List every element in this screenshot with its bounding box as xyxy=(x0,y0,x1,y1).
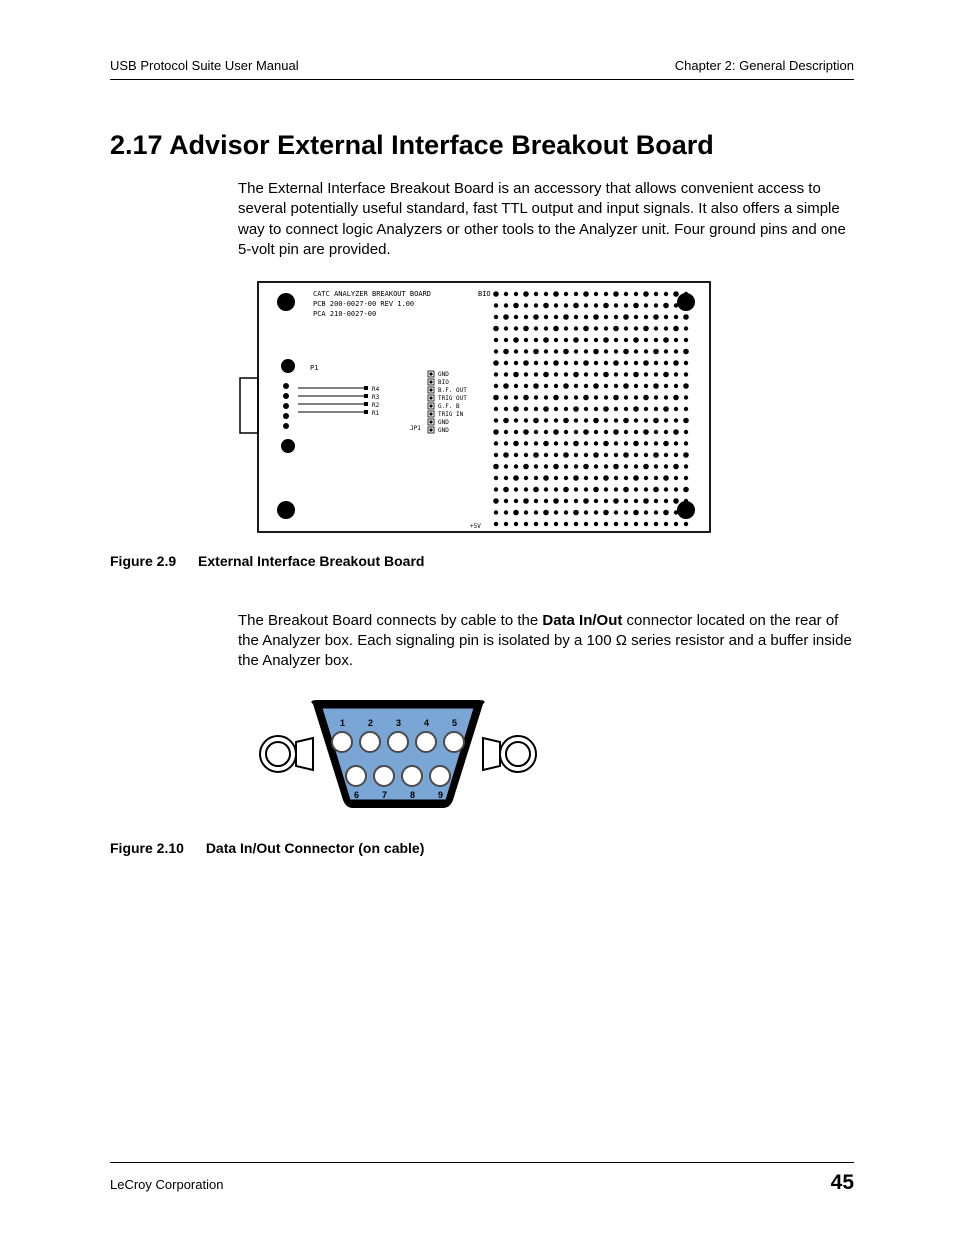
footer-rule xyxy=(110,1162,854,1163)
svg-text:JP1: JP1 xyxy=(410,425,421,432)
document-page: USB Protocol Suite User Manual Chapter 2… xyxy=(0,0,954,1235)
figure-2-number: Figure 2.10 xyxy=(110,840,184,856)
svg-text:1: 1 xyxy=(340,718,345,728)
section-title-text: Advisor External Interface Breakout Boar… xyxy=(169,130,714,160)
svg-text:R4: R4 xyxy=(372,386,380,393)
svg-text:4: 4 xyxy=(424,718,429,728)
header-left: USB Protocol Suite User Manual xyxy=(110,58,299,73)
svg-text:2: 2 xyxy=(368,718,373,728)
svg-text:CATC ANALYZER BREAKOUT BOARD: CATC ANALYZER BREAKOUT BOARD xyxy=(313,290,431,298)
svg-text:TRIG IN: TRIG IN xyxy=(438,411,464,418)
svg-text:B.F. OUT: B.F. OUT xyxy=(438,387,467,394)
page-footer: LeCroy Corporation 45 xyxy=(110,1162,854,1195)
section-number: 2.17 xyxy=(110,130,163,160)
page-number: 45 xyxy=(831,1171,854,1195)
svg-text:BIO: BIO xyxy=(478,290,491,298)
db9-connector-diagram: 1 2 3 4 5 6 7 8 9 xyxy=(238,690,558,820)
svg-text:GND: GND xyxy=(438,427,449,434)
footer-left: LeCroy Corporation xyxy=(110,1177,223,1192)
svg-text:GND: GND xyxy=(438,371,449,378)
figure-2-caption: Figure 2.10 Data In/Out Connector (on ca… xyxy=(110,839,854,858)
paragraph-1: The External Interface Breakout Board is… xyxy=(238,179,854,260)
svg-text:TRIG OUT: TRIG OUT xyxy=(438,395,467,402)
svg-text:R1: R1 xyxy=(372,410,380,417)
svg-text:BIO: BIO xyxy=(438,379,449,386)
svg-text:5: 5 xyxy=(452,718,457,728)
svg-text:P1: P1 xyxy=(310,364,318,372)
svg-text:PCB 200-0027-00 REV 1.00: PCB 200-0027-00 REV 1.00 xyxy=(313,300,414,308)
svg-text:6: 6 xyxy=(354,790,359,800)
figure-1-caption: Figure 2.9 External Interface Breakout B… xyxy=(110,552,854,571)
header-right: Chapter 2: General Description xyxy=(675,58,854,73)
figure-breakout-board: CATC ANALYZER BREAKOUT BOARD PCB 200-0027… xyxy=(238,278,854,538)
page-header: USB Protocol Suite User Manual Chapter 2… xyxy=(110,58,854,79)
svg-text:R3: R3 xyxy=(372,394,380,401)
figure-1-text: External Interface Breakout Board xyxy=(198,553,424,569)
svg-text:GND: GND xyxy=(438,419,449,426)
svg-text:9: 9 xyxy=(438,790,443,800)
svg-text:7: 7 xyxy=(382,790,387,800)
svg-text:PCA 210-0027-00: PCA 210-0027-00 xyxy=(313,310,376,318)
svg-text:8: 8 xyxy=(410,790,415,800)
figure-2-text: Data In/Out Connector (on cable) xyxy=(206,840,425,856)
svg-text:+5V: +5V xyxy=(470,523,481,530)
p2-pre: The Breakout Board connects by cable to … xyxy=(238,612,542,629)
figure-1-number: Figure 2.9 xyxy=(110,553,176,569)
svg-text:G.F. B: G.F. B xyxy=(438,403,460,410)
header-rule xyxy=(110,79,854,80)
breakout-board-diagram: CATC ANALYZER BREAKOUT BOARD PCB 200-0027… xyxy=(238,278,718,538)
paragraph-2: The Breakout Board connects by cable to … xyxy=(238,611,854,672)
figure-connector: 1 2 3 4 5 6 7 8 9 xyxy=(238,690,854,825)
svg-text:3: 3 xyxy=(396,718,401,728)
section-heading: 2.17 Advisor External Interface Breakout… xyxy=(110,130,854,161)
svg-text:R2: R2 xyxy=(372,402,380,409)
p2-bold: Data In/Out xyxy=(542,612,622,629)
